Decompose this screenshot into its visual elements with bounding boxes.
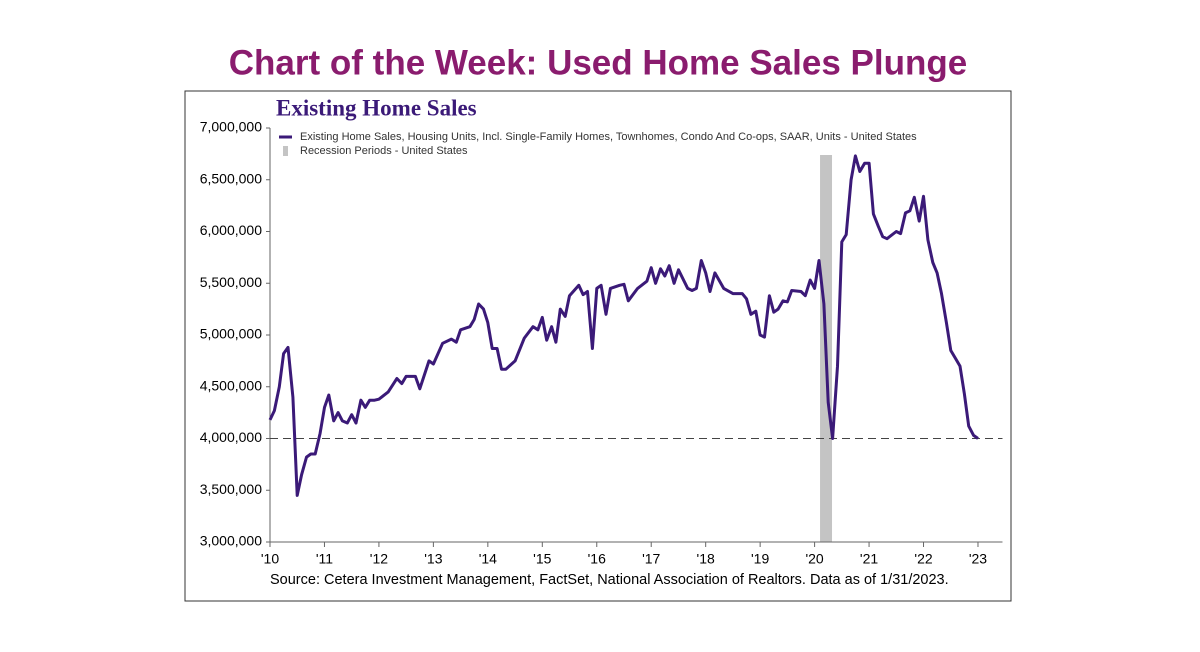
x-tick-label: '21 [860,551,878,567]
x-tick-label: '14 [479,551,497,567]
legend-swatch [283,146,288,156]
y-tick-label: 4,000,000 [200,429,262,445]
y-tick-label: 5,000,000 [200,326,262,342]
x-tick-label: '19 [751,551,769,567]
legend-label: Existing Home Sales, Housing Units, Incl… [300,131,917,143]
series-line [268,154,979,497]
x-tick-label: '10 [261,551,279,567]
chart-frame [184,90,1012,602]
headline: Chart of the Week: Used Home Sales Plung… [229,43,967,82]
x-tick-label: '20 [805,551,823,567]
x-tick-label: '22 [914,551,932,567]
x-tick-label: '16 [588,551,606,567]
chart-title: Existing Home Sales [276,95,477,120]
y-tick-label: 5,500,000 [200,274,262,290]
y-tick-label: 6,500,000 [200,170,262,186]
x-tick-label: '11 [316,551,333,567]
y-tick-label: 3,500,000 [200,481,262,497]
x-tick-label: '18 [697,551,715,567]
source-note: Source: Cetera Investment Management, Fa… [270,572,949,588]
x-tick-label: '15 [533,551,551,567]
y-tick-label: 4,500,000 [200,377,262,393]
x-tick-label: '12 [370,551,388,567]
y-tick-label: 7,000,000 [200,119,262,135]
x-tick-label: '17 [642,551,660,567]
x-tick-label: '23 [969,551,987,567]
y-tick-label: 3,000,000 [200,533,262,549]
legend-label: Recession Periods - United States [300,145,468,157]
x-tick-label: '13 [424,551,442,567]
y-tick-label: 6,000,000 [200,222,262,238]
